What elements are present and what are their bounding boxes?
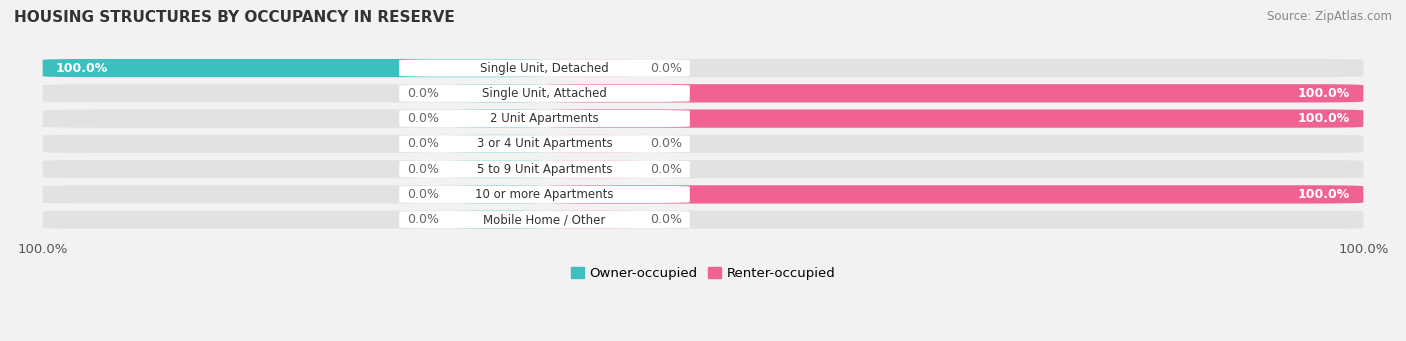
FancyBboxPatch shape xyxy=(42,185,1364,204)
Text: Single Unit, Detached: Single Unit, Detached xyxy=(481,62,609,75)
Text: 0.0%: 0.0% xyxy=(650,163,682,176)
FancyBboxPatch shape xyxy=(453,160,544,178)
Text: Mobile Home / Other: Mobile Home / Other xyxy=(484,213,606,226)
Legend: Owner-occupied, Renter-occupied: Owner-occupied, Renter-occupied xyxy=(565,262,841,285)
FancyBboxPatch shape xyxy=(399,161,690,178)
Text: 10 or more Apartments: 10 or more Apartments xyxy=(475,188,614,201)
FancyBboxPatch shape xyxy=(399,135,690,152)
FancyBboxPatch shape xyxy=(544,135,637,153)
FancyBboxPatch shape xyxy=(544,84,1364,102)
Text: 0.0%: 0.0% xyxy=(406,112,439,125)
Text: 0.0%: 0.0% xyxy=(406,213,439,226)
Text: 0.0%: 0.0% xyxy=(650,213,682,226)
Text: HOUSING STRUCTURES BY OCCUPANCY IN RESERVE: HOUSING STRUCTURES BY OCCUPANCY IN RESER… xyxy=(14,10,454,25)
FancyBboxPatch shape xyxy=(453,185,544,204)
FancyBboxPatch shape xyxy=(544,160,637,178)
Text: 0.0%: 0.0% xyxy=(406,188,439,201)
FancyBboxPatch shape xyxy=(42,211,1364,229)
FancyBboxPatch shape xyxy=(453,211,544,229)
Text: 100.0%: 100.0% xyxy=(1298,188,1350,201)
Text: 100.0%: 100.0% xyxy=(1298,112,1350,125)
Text: 0.0%: 0.0% xyxy=(650,62,682,75)
Text: 0.0%: 0.0% xyxy=(406,137,439,150)
FancyBboxPatch shape xyxy=(399,211,690,228)
FancyBboxPatch shape xyxy=(42,135,1364,153)
FancyBboxPatch shape xyxy=(42,109,1364,128)
Text: Single Unit, Attached: Single Unit, Attached xyxy=(482,87,607,100)
Text: 0.0%: 0.0% xyxy=(406,87,439,100)
Text: 0.0%: 0.0% xyxy=(650,137,682,150)
FancyBboxPatch shape xyxy=(399,85,690,102)
Text: 100.0%: 100.0% xyxy=(56,62,108,75)
FancyBboxPatch shape xyxy=(453,84,544,102)
FancyBboxPatch shape xyxy=(42,59,1364,77)
FancyBboxPatch shape xyxy=(399,110,690,127)
FancyBboxPatch shape xyxy=(544,185,1364,204)
FancyBboxPatch shape xyxy=(399,186,690,203)
FancyBboxPatch shape xyxy=(453,109,544,128)
Text: 5 to 9 Unit Apartments: 5 to 9 Unit Apartments xyxy=(477,163,612,176)
FancyBboxPatch shape xyxy=(544,211,637,229)
FancyBboxPatch shape xyxy=(544,59,637,77)
Text: 100.0%: 100.0% xyxy=(1298,87,1350,100)
FancyBboxPatch shape xyxy=(399,59,690,77)
Text: 0.0%: 0.0% xyxy=(406,163,439,176)
FancyBboxPatch shape xyxy=(42,84,1364,102)
Text: 2 Unit Apartments: 2 Unit Apartments xyxy=(491,112,599,125)
FancyBboxPatch shape xyxy=(453,135,544,153)
Text: 3 or 4 Unit Apartments: 3 or 4 Unit Apartments xyxy=(477,137,613,150)
FancyBboxPatch shape xyxy=(544,109,1364,128)
Text: Source: ZipAtlas.com: Source: ZipAtlas.com xyxy=(1267,10,1392,23)
FancyBboxPatch shape xyxy=(42,160,1364,178)
FancyBboxPatch shape xyxy=(42,59,544,77)
